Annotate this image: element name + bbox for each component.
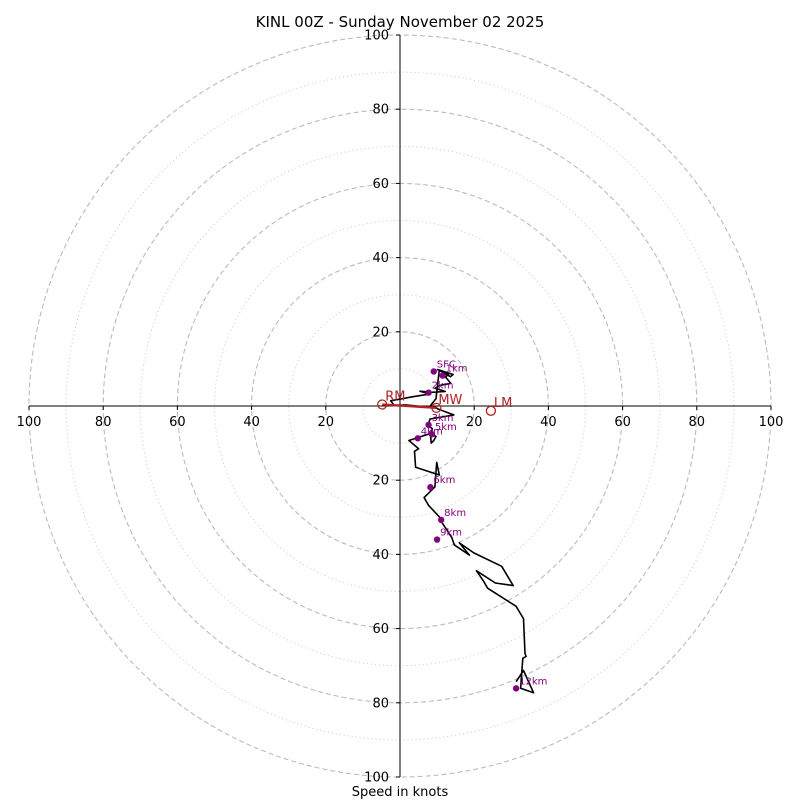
x-tick-label: 80 xyxy=(95,415,112,430)
height-point xyxy=(427,484,434,491)
y-tick-label: 100 xyxy=(364,29,389,44)
mean-wind-marker xyxy=(431,402,442,414)
height-label: SFC xyxy=(437,359,456,370)
height-label: 12km xyxy=(519,676,547,687)
x-tick-label: 60 xyxy=(614,415,631,430)
x-tick-label: 60 xyxy=(169,415,186,430)
chart-title: KINL 00Z - Sunday November 02 2025 xyxy=(256,13,545,31)
x-axis-label: Speed in knots xyxy=(352,785,449,800)
height-point xyxy=(433,536,441,543)
left-mover-label: LM xyxy=(494,396,512,411)
height-point xyxy=(439,372,446,379)
height-point xyxy=(414,435,422,442)
x-tick-label: 80 xyxy=(689,415,706,430)
right-mover-label: RM xyxy=(385,390,405,405)
height-label: 5km xyxy=(435,422,457,433)
storm-motion-vectors: RM LM MW xyxy=(377,390,512,416)
y-tick-label: 40 xyxy=(372,251,389,266)
x-tick-label: 20 xyxy=(466,415,483,430)
y-tick-label: 100 xyxy=(364,771,389,786)
height-label: 1km xyxy=(446,364,468,375)
height-label: 3km xyxy=(432,413,454,424)
y-tick-label: 60 xyxy=(372,177,389,192)
hodograph-trace xyxy=(389,368,535,694)
height-label: 2km xyxy=(432,381,454,392)
x-tick-label: 40 xyxy=(243,415,260,430)
y-tick-label: 20 xyxy=(372,325,389,340)
height-point xyxy=(425,389,432,396)
left-mover-marker xyxy=(485,405,497,416)
x-tick-label: 100 xyxy=(759,415,784,430)
height-point xyxy=(512,685,520,692)
x-tick-label: 40 xyxy=(540,415,557,430)
right-mover-marker xyxy=(377,399,388,410)
x-tick-label: 20 xyxy=(318,415,335,430)
y-tick-label: 40 xyxy=(372,548,389,563)
mean-wind-label: MW xyxy=(438,393,462,408)
height-point xyxy=(430,368,437,375)
height-point xyxy=(428,430,436,438)
height-point xyxy=(437,516,445,524)
storm-shear-vector xyxy=(382,403,437,409)
height-label: 4km xyxy=(421,426,443,437)
height-label: 6km xyxy=(433,475,455,486)
height-point xyxy=(425,421,432,429)
y-tick-label: 60 xyxy=(372,622,389,637)
height-label: 9km xyxy=(440,528,462,539)
height-label: 8km xyxy=(444,508,466,519)
x-tick-label: 100 xyxy=(17,415,42,430)
y-tick-label: 80 xyxy=(372,103,389,118)
y-tick-label: 20 xyxy=(372,474,389,489)
y-tick-label: 80 xyxy=(372,696,389,711)
hodograph-line xyxy=(389,368,535,694)
tick-labels: 100 80 60 40 20 20 40 60 80 100 100 80 60 40 20 20 40 60 8… xyxy=(17,29,784,786)
